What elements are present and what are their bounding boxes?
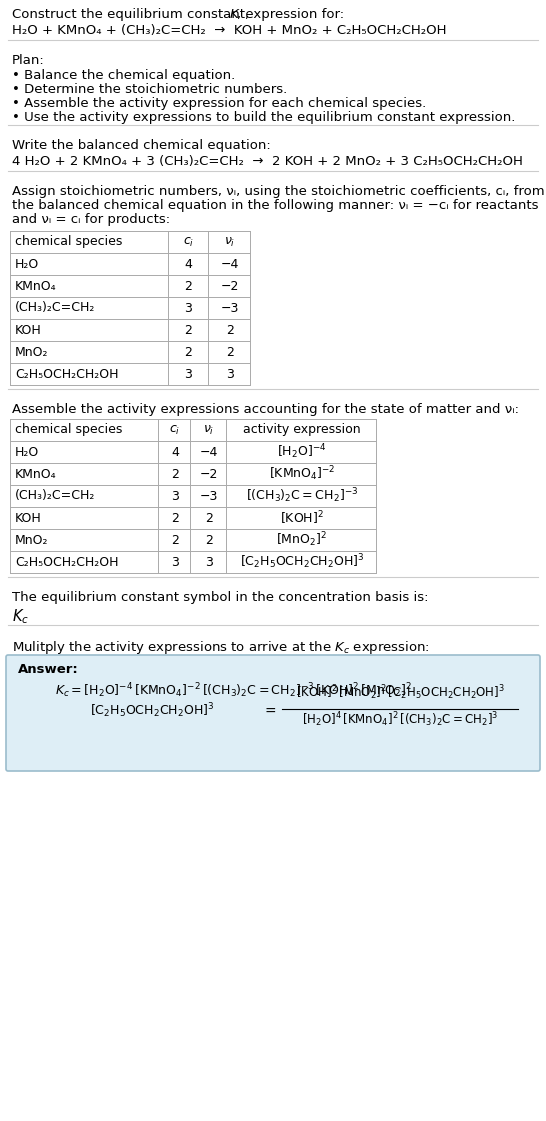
Text: 3: 3 [226,368,234,380]
Text: KOH: KOH [15,511,41,525]
Text: −2: −2 [200,467,218,481]
Text: (CH₃)₂C=CH₂: (CH₃)₂C=CH₂ [15,302,96,315]
Text: KMnO₄: KMnO₄ [15,279,57,293]
Text: MnO₂: MnO₂ [15,345,49,359]
Text: 3: 3 [185,302,192,315]
Text: 2: 2 [226,324,234,336]
Text: Construct the equilibrium constant,: Construct the equilibrium constant, [12,8,253,21]
Text: • Use the activity expressions to build the equilibrium constant expression.: • Use the activity expressions to build … [12,111,515,124]
Text: 4: 4 [185,258,192,270]
Text: $[\mathrm{KOH}]^{2}\,[\mathrm{MnO_2}]^{2}\,[\mathrm{C_2H_5OCH_2CH_2OH}]^{3}$: $[\mathrm{KOH}]^{2}\,[\mathrm{MnO_2}]^{2… [295,683,505,702]
Text: 3: 3 [185,368,192,380]
Text: the balanced chemical equation in the following manner: νᵢ = −cᵢ for reactants: the balanced chemical equation in the fo… [12,200,538,212]
Text: 2: 2 [205,534,213,547]
Text: Write the balanced chemical equation:: Write the balanced chemical equation: [12,139,271,152]
FancyBboxPatch shape [6,655,540,771]
Text: $c_i$: $c_i$ [183,235,194,249]
Text: KMnO₄: KMnO₄ [15,467,57,481]
Text: chemical species: chemical species [15,235,122,249]
Text: Plan:: Plan: [12,54,45,67]
Text: • Determine the stoichiometric numbers.: • Determine the stoichiometric numbers. [12,83,287,96]
Text: 2: 2 [171,534,179,547]
Text: H₂O + KMnO₄ + (CH₃)₂C=CH₂  →  KOH + MnO₂ + C₂H₅OCH₂CH₂OH: H₂O + KMnO₄ + (CH₃)₂C=CH₂ → KOH + MnO₂ +… [12,24,447,37]
Text: Assemble the activity expressions accounting for the state of matter and νᵢ:: Assemble the activity expressions accoun… [12,404,519,416]
Text: −4: −4 [221,258,239,270]
Text: H₂O: H₂O [15,258,39,270]
Text: 3: 3 [171,556,179,568]
Text: −3: −3 [200,490,218,502]
Text: −2: −2 [221,279,239,293]
Text: $[\mathrm{C_2H_5OCH_2CH_2OH}]^{3}$: $[\mathrm{C_2H_5OCH_2CH_2OH}]^{3}$ [240,553,364,572]
Text: 4 H₂O + 2 KMnO₄ + 3 (CH₃)₂C=CH₂  →  2 KOH + 2 MnO₂ + 3 C₂H₅OCH₂CH₂OH: 4 H₂O + 2 KMnO₄ + 3 (CH₃)₂C=CH₂ → 2 KOH … [12,155,523,168]
Text: $=$: $=$ [262,703,277,716]
Text: Mulitply the activity expressions to arrive at the $K_c$ expression:: Mulitply the activity expressions to arr… [12,639,430,656]
Text: 2: 2 [171,511,179,525]
Text: (CH₃)₂C=CH₂: (CH₃)₂C=CH₂ [15,490,96,502]
Text: 4: 4 [171,445,179,458]
Text: K: K [230,8,239,21]
Text: 2: 2 [185,279,192,293]
Text: KOH: KOH [15,324,41,336]
Text: MnO₂: MnO₂ [15,534,49,547]
Text: Answer:: Answer: [18,663,79,676]
Text: , expression for:: , expression for: [237,8,344,21]
Text: $\nu_i$: $\nu_i$ [203,424,215,436]
Text: −3: −3 [221,302,239,315]
Text: 2: 2 [171,467,179,481]
Text: The equilibrium constant symbol in the concentration basis is:: The equilibrium constant symbol in the c… [12,591,429,604]
Text: 2: 2 [205,511,213,525]
Text: $[\mathrm{MnO_2}]^{2}$: $[\mathrm{MnO_2}]^{2}$ [276,530,328,549]
Text: 2: 2 [226,345,234,359]
Text: • Balance the chemical equation.: • Balance the chemical equation. [12,70,235,82]
Text: 2: 2 [185,324,192,336]
Text: $K_c = [\mathrm{H_2O}]^{-4}\,[\mathrm{KMnO_4}]^{-2}\,[(\mathrm{CH_3})_2\mathrm{C: $K_c = [\mathrm{H_2O}]^{-4}\,[\mathrm{KM… [55,680,412,700]
Text: $[\mathrm{H_2O}]^{4}\,[\mathrm{KMnO_4}]^{2}\,[(\mathrm{CH_3})_2\mathrm{C{=}CH_2}: $[\mathrm{H_2O}]^{4}\,[\mathrm{KMnO_4}]^… [302,711,498,730]
Text: $[\mathrm{C_2H_5OCH_2CH_2OH}]^{3}$: $[\mathrm{C_2H_5OCH_2CH_2OH}]^{3}$ [90,701,215,720]
Text: $K_c$: $K_c$ [12,606,29,626]
Text: $[\mathrm{KMnO_4}]^{-2}$: $[\mathrm{KMnO_4}]^{-2}$ [269,464,335,483]
Text: $[\mathrm{H_2O}]^{-4}$: $[\mathrm{H_2O}]^{-4}$ [277,443,327,462]
Text: $c_i$: $c_i$ [169,424,181,436]
Text: $\nu_i$: $\nu_i$ [224,235,236,249]
Text: $[\mathrm{KOH}]^{2}$: $[\mathrm{KOH}]^{2}$ [280,509,324,527]
Text: and νᵢ = cᵢ for products:: and νᵢ = cᵢ for products: [12,213,170,226]
Text: C₂H₅OCH₂CH₂OH: C₂H₅OCH₂CH₂OH [15,556,118,568]
Text: activity expression: activity expression [243,424,361,436]
Text: chemical species: chemical species [15,424,122,436]
Text: • Assemble the activity expression for each chemical species.: • Assemble the activity expression for e… [12,98,426,110]
Text: C₂H₅OCH₂CH₂OH: C₂H₅OCH₂CH₂OH [15,368,118,380]
Text: 3: 3 [171,490,179,502]
Text: H₂O: H₂O [15,445,39,458]
Text: Assign stoichiometric numbers, νᵢ, using the stoichiometric coefficients, cᵢ, fr: Assign stoichiometric numbers, νᵢ, using… [12,185,544,198]
Text: 3: 3 [205,556,213,568]
Text: −4: −4 [200,445,218,458]
Text: $[(\mathrm{CH_3})_2\mathrm{C{=}CH_2}]^{-3}$: $[(\mathrm{CH_3})_2\mathrm{C{=}CH_2}]^{-… [246,487,358,506]
Text: 2: 2 [185,345,192,359]
